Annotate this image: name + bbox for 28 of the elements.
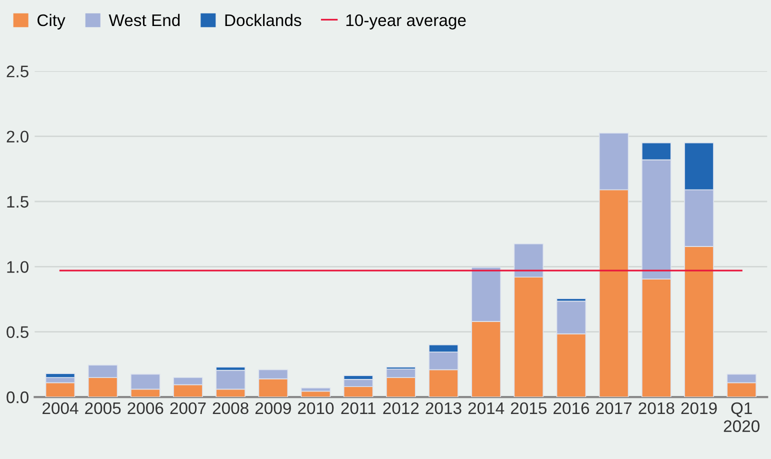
x-tick-label: 2005	[85, 402, 121, 414]
x-tick-label: 2016	[554, 402, 590, 414]
x-tick-label: 2014	[468, 402, 504, 414]
x-tick-label: 2008	[212, 402, 248, 414]
x-tick-label: 2012	[383, 402, 419, 414]
y-tick-label: 0.0	[6, 391, 28, 404]
x-tick-label: 2018	[638, 402, 674, 414]
x-tick-label: 2006	[128, 402, 164, 414]
y-tick-label: 0.5	[6, 326, 28, 338]
x-tick-label: 2013	[426, 402, 462, 414]
y-tick-label: 1.5	[7, 196, 28, 208]
legend-label: West End	[108, 14, 180, 26]
x-tick-label: 2010	[298, 402, 334, 414]
legend-label: City	[38, 14, 66, 30]
bar	[45, 382, 76, 398]
x-tick-label: 2011	[341, 402, 376, 414]
x-tick-label: 2009	[255, 402, 291, 414]
x-tick-label: 2019	[681, 402, 717, 414]
legend-label: Docklands	[225, 14, 302, 26]
x-tick-label: 2015	[510, 402, 547, 414]
x-tick-label: 2004	[42, 402, 78, 414]
x-tick-label: 2007	[170, 402, 206, 414]
y-tick-label: 1.0	[7, 261, 28, 273]
legend-label: 10-year average	[346, 14, 466, 30]
y-tick-label: 2.5	[6, 66, 28, 78]
x-tick-label: Q1 2020	[724, 402, 760, 432]
x-tick-label: 2017	[596, 402, 632, 414]
y-tick-label: 2.0	[6, 130, 28, 143]
